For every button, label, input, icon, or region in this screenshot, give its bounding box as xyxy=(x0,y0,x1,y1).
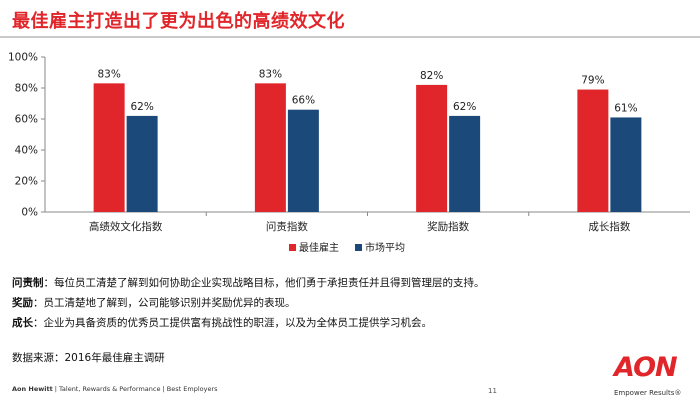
note-growth: 成长：企业为具备资质的优秀员工提供富有挑战性的职涯，以及为全体员工提供学习机会。 xyxy=(12,313,692,333)
note-accountability: 问责制：每位员工清楚了解到如何协助企业实现战略目标，他们勇于承担责任并且得到管理… xyxy=(12,273,692,293)
data-label: 61% xyxy=(614,102,637,114)
legend-swatch xyxy=(355,244,362,251)
note-text: ：员工清楚地了解到，公司能够识别并奖励优异的表现。 xyxy=(33,297,296,309)
bar-market-average xyxy=(449,115,481,212)
data-label: 83% xyxy=(97,68,120,80)
x-tick-label: 问责指数 xyxy=(266,220,308,233)
notes-block: 问责制：每位员工清楚了解到如何协助企业实现战略目标，他们勇于承担责任并且得到管理… xyxy=(12,273,692,333)
y-tick-label: 0% xyxy=(21,207,38,219)
bar-best-employer xyxy=(577,89,609,212)
data-label: 83% xyxy=(259,68,282,80)
x-tick-label: 高绩效文化指数 xyxy=(89,220,163,233)
bar-chart: 0% 20% 40% 60% 80% 100% 83% 62% 高绩效文化指数 83% 66% 问责指… xyxy=(8,52,690,254)
legend-label: 市场平均 xyxy=(365,241,405,254)
y-tick-label: 80% xyxy=(15,83,38,95)
footer-text: Aon Hewitt | Talent, Rewards & Performan… xyxy=(12,385,218,393)
note-key: 问责制 xyxy=(12,277,44,289)
note-key: 奖励 xyxy=(12,297,33,309)
y-tick-label: 40% xyxy=(15,145,38,157)
data-label: 66% xyxy=(292,95,315,107)
bar-best-employer xyxy=(416,84,448,212)
logo-tagline: Empower Results® xyxy=(614,389,682,397)
bar-market-average xyxy=(126,115,158,212)
bar-best-employer xyxy=(254,83,286,212)
note-text: ：每位员工清楚了解到如何协助企业实现战略目标，他们勇于承担责任并且得到管理层的支… xyxy=(43,277,485,289)
footer-brand: Aon Hewitt xyxy=(12,385,53,393)
x-tick-label: 奖励指数 xyxy=(427,220,469,233)
page-number: 11 xyxy=(488,387,497,395)
data-source: 数据来源：2016年最佳雇主调研 xyxy=(12,352,165,364)
note-reward: 奖励：员工清楚地了解到，公司能够识别并奖励优异的表现。 xyxy=(12,293,692,313)
data-label: 79% xyxy=(581,75,604,87)
bar-market-average xyxy=(287,109,319,212)
data-label: 62% xyxy=(130,101,153,113)
y-tick-label: 100% xyxy=(8,52,38,64)
footer-detail: | Talent, Rewards & Performance | Best E… xyxy=(52,385,218,393)
aon-logo: AON Empower Results® xyxy=(610,352,694,402)
title-divider xyxy=(0,36,700,38)
y-tick-label: 60% xyxy=(15,114,38,126)
note-key: 成长 xyxy=(12,317,33,329)
page-title: 最佳雇主打造出了更为出色的高绩效文化 xyxy=(12,11,345,32)
logo-wordmark: AON xyxy=(614,352,678,383)
y-tick-label: 20% xyxy=(15,176,38,188)
bar-best-employer xyxy=(93,83,125,212)
note-text: ：企业为具备资质的优秀员工提供富有挑战性的职涯，以及为全体员工提供学习机会。 xyxy=(33,317,432,329)
x-tick-label: 成长指数 xyxy=(588,220,630,233)
bar-market-average xyxy=(610,117,642,212)
legend-swatch xyxy=(289,244,296,251)
legend-label: 最佳雇主 xyxy=(299,241,339,254)
data-label: 82% xyxy=(420,70,443,82)
data-label: 62% xyxy=(453,101,476,113)
